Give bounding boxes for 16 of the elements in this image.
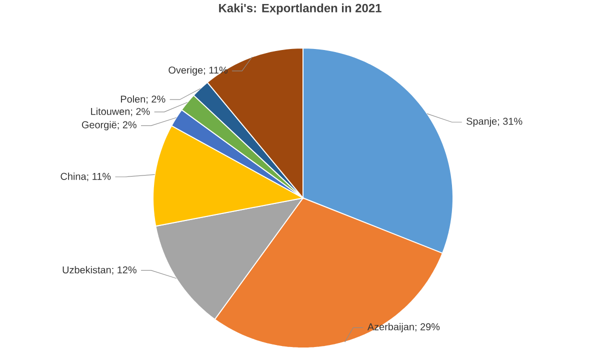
data-label: ; 12% bbox=[112, 266, 136, 275]
data-label: ; 11% bbox=[87, 172, 111, 182]
slice-label: China bbox=[60, 172, 86, 180]
data-label: ; 2% bbox=[118, 121, 136, 130]
data-label: ; 29% bbox=[415, 323, 440, 332]
slice-label: Georgië bbox=[82, 121, 116, 130]
data-label: ; 11% bbox=[204, 66, 228, 75]
data-label: ; 2% bbox=[146, 96, 166, 104]
chart-title: Kaki's: Exportlanden in 2021 bbox=[219, 4, 382, 15]
data-label: ; 31% bbox=[498, 118, 522, 126]
slice-label: Overige bbox=[168, 66, 203, 76]
slice-label: Uzbekistan bbox=[62, 266, 111, 274]
slice-label: Spanje bbox=[466, 117, 497, 127]
data-label: ; 2% bbox=[131, 108, 150, 116]
slice-label: Litouwen bbox=[91, 108, 130, 116]
slice-label: Polen bbox=[120, 95, 145, 103]
